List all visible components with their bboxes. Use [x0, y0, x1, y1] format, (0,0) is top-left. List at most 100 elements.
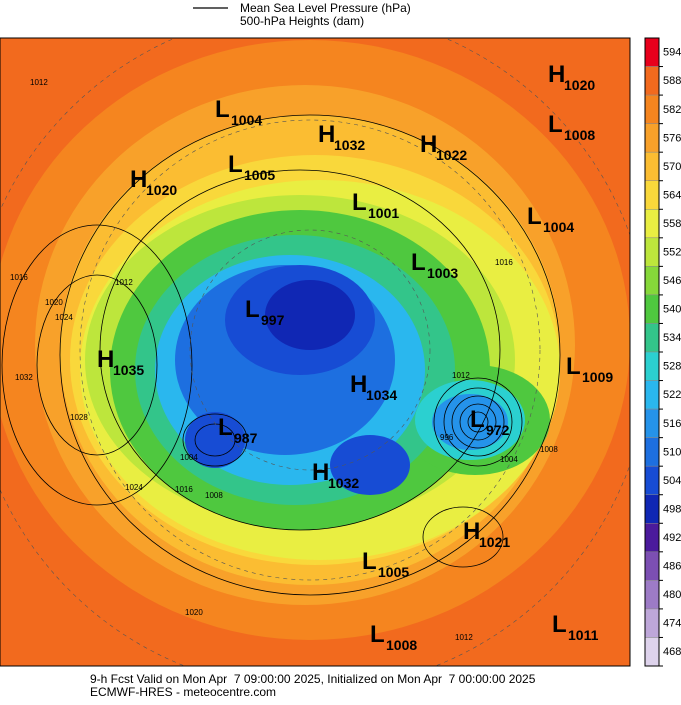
colorbar-label: 558 [663, 218, 681, 230]
center-type: L [527, 203, 542, 230]
center-pressure: 1004 [231, 112, 262, 128]
isobar-label: 1012 [452, 371, 470, 380]
center-type: H [130, 166, 147, 193]
colorbar-bin [644, 465, 660, 495]
center-type: L [228, 151, 243, 178]
center-type: H [420, 131, 437, 158]
center-pressure: 1005 [378, 564, 409, 580]
center-type: H [350, 371, 367, 398]
isobar-label: 1024 [55, 313, 73, 322]
colorbar-label: 540 [663, 304, 681, 316]
center-pressure: 1008 [564, 127, 595, 143]
colorbar-bin [644, 408, 660, 438]
center-type: L [370, 621, 385, 648]
colorbar-label: 552 [663, 247, 681, 259]
isobar-label: 1016 [10, 273, 28, 282]
center-pressure: 1008 [386, 637, 417, 653]
center-pressure: 1020 [146, 182, 177, 198]
colorbar-bin [644, 180, 660, 210]
isobar-label: 996 [440, 433, 454, 442]
center-pressure: 1021 [479, 534, 510, 550]
center-pressure: 1020 [564, 77, 595, 93]
center-pressure: 972 [486, 422, 510, 438]
isobar-label: 1012 [30, 78, 48, 87]
colorbar-label: 564 [663, 189, 681, 201]
center-pressure: 1035 [113, 362, 144, 378]
center-type: L [245, 296, 260, 323]
footer-valid: 9-h Fcst Valid on Mon Apr 7 09:00:00 202… [90, 672, 536, 686]
legend-line-label: Mean Sea Level Pressure (hPa) [240, 1, 411, 15]
colorbar-bin [644, 37, 660, 67]
footer-source: ECMWF-HRES - meteocentre.com [90, 685, 276, 699]
colorbar-label: 534 [663, 332, 681, 344]
map-frame [0, 37, 631, 667]
colorbar-label: 468 [663, 646, 681, 658]
colorbar-label: 594 [663, 47, 681, 59]
center-pressure: 1004 [543, 219, 574, 235]
colorbar-label: 588 [663, 75, 681, 87]
isobar-label: 1016 [175, 485, 193, 494]
colorbar-bin [644, 151, 660, 181]
center-type: L [552, 611, 567, 638]
isobar-label: 1004 [500, 455, 518, 464]
colorbar-frame [644, 37, 660, 667]
center-pressure: 1032 [334, 137, 365, 153]
colorbar-bin [644, 637, 660, 667]
center-type: L [218, 414, 233, 441]
colorbar-label: 492 [663, 532, 681, 544]
isobar-label: 1032 [15, 373, 33, 382]
colorbar-label: 528 [663, 361, 681, 373]
colorbar-bin [644, 266, 660, 296]
colorbar-bin [644, 437, 660, 467]
center-type: L [548, 111, 563, 138]
colorbar-bin [644, 523, 660, 553]
colorbar-bin [644, 237, 660, 267]
graticule [0, 38, 630, 666]
isobar-label: 1008 [205, 491, 223, 500]
isobar-label: 1008 [540, 445, 558, 454]
colorbar-label: 498 [663, 503, 681, 515]
center-type: L [362, 548, 377, 575]
center-pressure: 997 [261, 312, 285, 328]
colorbar-bin [644, 94, 660, 124]
colorbar-label: 510 [663, 446, 681, 458]
colorbar-label: 504 [663, 475, 681, 487]
center-pressure: 1011 [568, 627, 599, 643]
height-field [330, 435, 410, 495]
isobar-label: 1012 [455, 633, 473, 642]
center-type: H [463, 518, 480, 545]
center-type: L [215, 96, 230, 123]
center-pressure: 1032 [328, 475, 359, 491]
colorbar-label: 480 [663, 589, 681, 601]
center-type: L [352, 189, 367, 216]
colorbar-label: 570 [663, 161, 681, 173]
isobar-label: 1020 [185, 608, 203, 617]
center-type: L [470, 406, 485, 433]
center-type: L [411, 249, 426, 276]
isobar-label: 1024 [125, 483, 143, 492]
center-type: H [312, 459, 329, 486]
map [0, 37, 631, 667]
isobar-label: 1028 [70, 413, 88, 422]
center-pressure: 1001 [368, 205, 399, 221]
colorbar-bin [644, 380, 660, 410]
center-type: H [318, 121, 335, 148]
legend-fill-label: 500-hPa Heights (dam) [240, 14, 364, 28]
colorbar-bin [644, 551, 660, 581]
height-field [265, 280, 355, 350]
colorbar-bin [644, 66, 660, 96]
center-pressure: 1005 [244, 167, 275, 183]
colorbar-label: 546 [663, 275, 681, 287]
center-type: H [548, 61, 565, 88]
center-pressure: 1003 [427, 265, 458, 281]
center-pressure: 1022 [436, 147, 467, 163]
colorbar-bin [644, 608, 660, 638]
colorbar-label: 474 [663, 618, 681, 630]
colorbar-bin [644, 323, 660, 353]
isobars [1, 114, 561, 596]
colorbar-bin [644, 209, 660, 239]
colorbar-label: 582 [663, 104, 681, 116]
colorbar-label: 516 [663, 418, 681, 430]
colorbar-label: 522 [663, 389, 681, 401]
center-type: L [566, 353, 581, 380]
